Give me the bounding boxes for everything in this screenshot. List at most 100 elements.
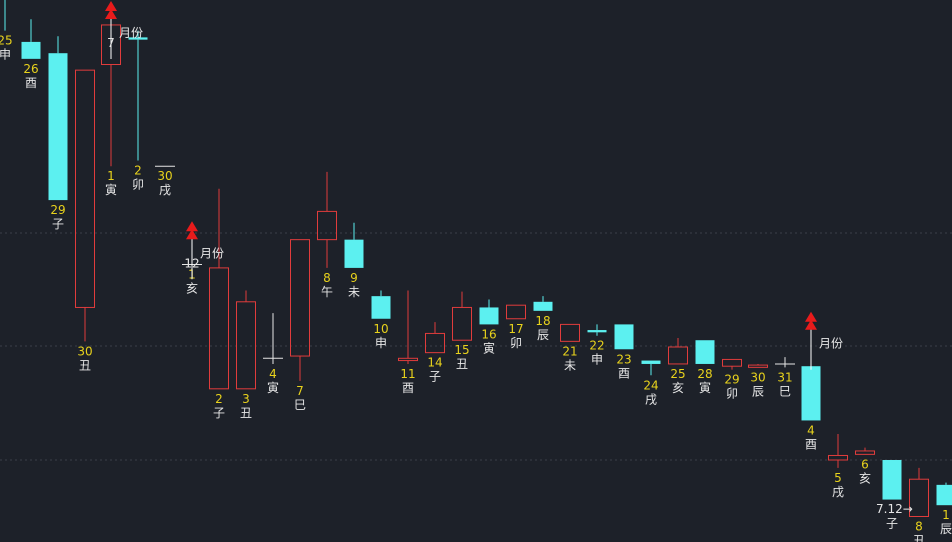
candle-body — [506, 304, 526, 320]
candle-day-label: 8 — [915, 520, 923, 534]
candle-branch-label: 酉 — [402, 381, 414, 395]
candle-day-label: 28 — [697, 367, 712, 381]
candle-branch-label: 亥 — [859, 471, 871, 485]
candle-body — [828, 454, 848, 461]
candle-branch-label: 寅 — [267, 380, 279, 395]
candle-branch-label: 酉 — [25, 76, 37, 90]
candle — [4, 0, 6, 31]
candle-branch-label: 寅 — [699, 380, 711, 395]
candle-day-label: 11 — [400, 367, 415, 381]
candle — [48, 36, 68, 201]
chart-candles — [4, 0, 952, 517]
candle-day-label: 15 — [454, 343, 469, 357]
candle-branch-label: 子 — [213, 406, 225, 420]
candle-body — [614, 324, 634, 350]
candle-day-label: 31 — [777, 370, 792, 384]
candle-body — [398, 357, 418, 362]
candle-day-label: 8 — [323, 271, 331, 285]
candle — [506, 304, 526, 320]
candle — [722, 358, 742, 370]
candle-branch-label: 辰 — [940, 522, 952, 536]
candle-body — [668, 346, 688, 365]
candle — [882, 460, 902, 500]
candle-day-label: 4 — [269, 367, 277, 381]
candle — [828, 434, 848, 468]
candle — [21, 19, 41, 59]
candle-body — [722, 358, 742, 367]
candle-day-label: 24 — [643, 378, 658, 392]
candle-day-label: 23 — [616, 352, 631, 366]
candle-day-label: 30 — [77, 344, 92, 358]
candle-branch-label: 亥 — [186, 282, 198, 296]
chart-labels: 25申26酉29子30丑1寅2卯30戌1亥2子3丑4寅7巳8午9未10申11酉1… — [0, 34, 952, 542]
candle-day-label: 2 — [215, 392, 223, 406]
candle-day-label: 29 — [50, 203, 65, 217]
candle-body — [801, 366, 821, 421]
month-marker: 月份 — [805, 311, 843, 370]
candle-branch-label: 戌 — [645, 392, 657, 406]
candle-body — [587, 330, 607, 333]
candle-day-label: 18 — [535, 314, 550, 328]
candle — [75, 69, 95, 342]
candle-branch-label: 未 — [564, 358, 576, 372]
candle-day-label: 6 — [861, 457, 869, 471]
candle-day-label: 1 — [107, 169, 115, 183]
marker-arrow-icon — [186, 229, 198, 240]
candle-body — [855, 450, 875, 455]
marker-arrow-icon — [186, 221, 198, 232]
candle-day-label: 7 — [296, 384, 304, 398]
candle-day-label: 3 — [242, 392, 250, 406]
marker-month-text: 月份 — [200, 246, 224, 260]
candle-branch-label: 戌 — [159, 183, 171, 197]
candle-branch-label: 子 — [52, 217, 64, 231]
candle-branch-label: 未 — [348, 285, 360, 299]
candle — [398, 290, 418, 364]
candle-branch-label: 巳 — [294, 398, 306, 412]
marker-month-number: 12 — [184, 256, 199, 270]
candle — [128, 30, 148, 161]
candle-body — [452, 306, 472, 341]
candle-body — [290, 239, 310, 357]
candle-body — [909, 478, 929, 517]
candle — [236, 290, 256, 390]
candle-day-label: 1 — [942, 508, 950, 522]
candle-branch-label: 巳 — [779, 384, 791, 398]
candle-body — [48, 53, 68, 201]
candle-branch-label: 寅 — [483, 340, 495, 355]
candle — [775, 357, 795, 368]
candle-branch-label: 戌 — [832, 485, 844, 499]
marker-month-number: 7 — [107, 36, 115, 50]
candle-body — [641, 360, 661, 364]
candle — [371, 290, 391, 319]
marker-month-text: 月份 — [819, 337, 843, 351]
candle-branch-label: 酉 — [805, 437, 817, 451]
candle-body — [748, 364, 768, 368]
candle-body — [560, 323, 580, 342]
candle-day-label: 21 — [562, 344, 577, 358]
candle-day-label: 30 — [750, 370, 765, 384]
candle — [317, 171, 337, 268]
candle-day-label: 26 — [23, 62, 38, 76]
candle-branch-label: 酉 — [618, 366, 630, 380]
candle-body — [936, 484, 952, 506]
date-arrow-label: 7.12→ — [876, 502, 913, 516]
candle — [748, 363, 768, 368]
candle-day-label: 25 — [0, 34, 13, 48]
candle-branch-label: 辰 — [752, 384, 764, 398]
candle — [695, 340, 715, 364]
month-marker: 7 月份 — [105, 0, 143, 59]
chart-grid — [0, 232, 952, 461]
candle-branch-label: 子 — [886, 517, 898, 531]
marker-arrow-icon — [805, 319, 817, 330]
candle-body — [425, 332, 445, 354]
candle — [209, 188, 229, 390]
candle-day-label: 29 — [724, 373, 739, 387]
candle — [425, 322, 445, 354]
candle-body — [209, 267, 229, 390]
candle-branch-label: 卯 — [132, 178, 144, 192]
candle-body — [479, 307, 499, 325]
candle-branch-label: 丑 — [240, 406, 252, 420]
candle-branch-label: 卯 — [510, 336, 522, 350]
